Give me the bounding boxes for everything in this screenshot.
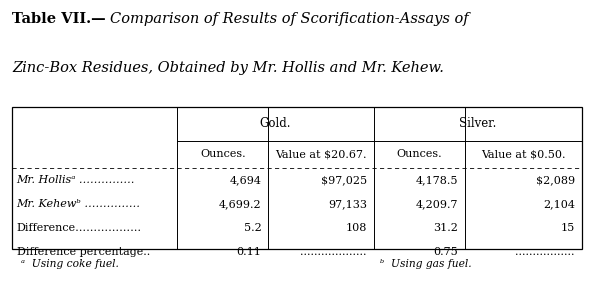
Text: 97,133: 97,133 bbox=[328, 199, 367, 209]
Text: Mr. Kehewᵇ ……………: Mr. Kehewᵇ …………… bbox=[17, 199, 141, 209]
Text: $2,089: $2,089 bbox=[536, 175, 575, 185]
Text: ᵃ  Using coke fuel.: ᵃ Using coke fuel. bbox=[21, 259, 119, 269]
Text: Ounces.: Ounces. bbox=[200, 149, 246, 160]
Text: Mr. Hollisᵃ ……………: Mr. Hollisᵃ …………… bbox=[17, 175, 135, 185]
Text: Value at $0.50.: Value at $0.50. bbox=[481, 149, 566, 160]
Text: 31.2: 31.2 bbox=[433, 223, 458, 233]
Text: Gold.: Gold. bbox=[260, 117, 292, 130]
Text: ...................: ................... bbox=[301, 247, 367, 258]
Text: Zinc-Box Residues, Obtained by Mr. Hollis and Mr. Kehew.: Zinc-Box Residues, Obtained by Mr. Holli… bbox=[12, 61, 444, 75]
Text: 4,178.5: 4,178.5 bbox=[416, 175, 458, 185]
Text: 0.11: 0.11 bbox=[236, 247, 261, 258]
Text: 4,699.2: 4,699.2 bbox=[219, 199, 261, 209]
Text: 2,104: 2,104 bbox=[543, 199, 575, 209]
Text: ᵇ  Using gas fuel.: ᵇ Using gas fuel. bbox=[380, 259, 472, 269]
Text: $97,025: $97,025 bbox=[321, 175, 367, 185]
Text: Silver.: Silver. bbox=[459, 117, 497, 130]
Text: Difference percentage..: Difference percentage.. bbox=[17, 247, 150, 258]
Text: Comparison of Results of Scorification-Assays of: Comparison of Results of Scorification-A… bbox=[110, 12, 469, 26]
Text: Value at $20.67.: Value at $20.67. bbox=[276, 149, 367, 160]
Text: 4,209.7: 4,209.7 bbox=[416, 199, 458, 209]
Text: 108: 108 bbox=[346, 223, 367, 233]
Text: Ounces.: Ounces. bbox=[397, 149, 443, 160]
Text: 15: 15 bbox=[561, 223, 575, 233]
Text: 0.75: 0.75 bbox=[434, 247, 458, 258]
Text: 5.2: 5.2 bbox=[244, 223, 261, 233]
Text: Difference………………: Difference……………… bbox=[17, 223, 142, 233]
Text: 4,694: 4,694 bbox=[229, 175, 261, 185]
Text: Table VII.—: Table VII.— bbox=[12, 12, 106, 26]
Text: .................: ................. bbox=[516, 247, 575, 258]
